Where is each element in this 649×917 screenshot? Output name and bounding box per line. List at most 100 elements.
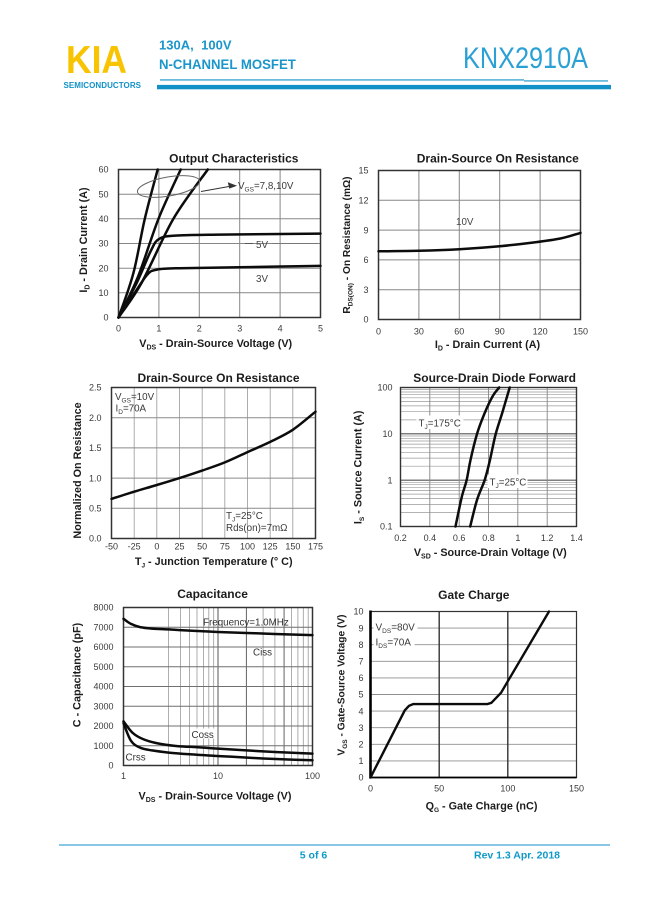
svg-text:75: 75 xyxy=(220,542,230,552)
svg-text:2: 2 xyxy=(358,740,363,750)
svg-text:150: 150 xyxy=(569,784,584,794)
svg-text:1.4: 1.4 xyxy=(570,533,583,543)
svg-text:QG - Gate Charge (nC): QG - Gate Charge (nC) xyxy=(426,801,538,815)
svg-text:N-CHANNEL MOSFET: N-CHANNEL MOSFET xyxy=(159,56,296,72)
svg-text:0: 0 xyxy=(363,315,368,325)
svg-text:2000: 2000 xyxy=(93,721,113,731)
svg-text:100: 100 xyxy=(377,383,392,393)
svg-text:9: 9 xyxy=(358,623,363,633)
svg-text:0: 0 xyxy=(368,784,373,794)
svg-text:TJ=25°C: TJ=25°C xyxy=(490,478,527,491)
svg-text:Coss: Coss xyxy=(192,730,214,741)
svg-text:1: 1 xyxy=(387,475,392,485)
svg-text:8: 8 xyxy=(358,640,363,650)
svg-text:5 of 6: 5 of 6 xyxy=(300,850,328,862)
svg-text:6: 6 xyxy=(363,255,368,265)
svg-text:0: 0 xyxy=(108,761,113,771)
svg-text:0.5: 0.5 xyxy=(89,504,102,514)
svg-text:4000: 4000 xyxy=(93,682,113,692)
svg-text:1.5: 1.5 xyxy=(89,443,102,453)
svg-text:2.0: 2.0 xyxy=(89,413,102,423)
svg-text:50: 50 xyxy=(197,542,207,552)
svg-text:40: 40 xyxy=(98,214,108,224)
svg-text:Ciss: Ciss xyxy=(253,648,272,659)
svg-text:6: 6 xyxy=(358,673,363,683)
svg-text:8000: 8000 xyxy=(93,603,113,613)
svg-text:2.5: 2.5 xyxy=(89,383,102,393)
svg-text:5: 5 xyxy=(318,324,323,334)
svg-text:5: 5 xyxy=(358,690,363,700)
svg-text:0.6: 0.6 xyxy=(453,533,466,543)
svg-text:15: 15 xyxy=(358,166,368,176)
svg-text:0: 0 xyxy=(103,313,108,323)
svg-text:12: 12 xyxy=(358,196,368,206)
svg-text:50: 50 xyxy=(98,189,108,199)
svg-text:KNX2910A: KNX2910A xyxy=(463,42,588,75)
svg-text:130A, 100V: 130A, 100V xyxy=(159,38,232,53)
svg-text:0.1: 0.1 xyxy=(380,522,393,532)
svg-text:0: 0 xyxy=(376,327,381,337)
svg-text:1.0: 1.0 xyxy=(89,473,102,483)
svg-text:9: 9 xyxy=(363,225,368,235)
svg-text:TJ=25°C: TJ=25°C xyxy=(226,511,263,524)
svg-text:KIA: KIA xyxy=(66,39,127,82)
svg-text:60: 60 xyxy=(98,165,108,175)
svg-text:SEMICONDUCTORS: SEMICONDUCTORS xyxy=(64,81,142,90)
svg-text:3: 3 xyxy=(237,324,242,334)
svg-text:4: 4 xyxy=(278,324,283,334)
svg-text:-50: -50 xyxy=(105,542,118,552)
svg-text:1: 1 xyxy=(358,756,363,766)
svg-text:Drain-Source On Resistance: Drain-Source On Resistance xyxy=(137,371,299,385)
svg-text:7000: 7000 xyxy=(93,622,113,632)
svg-text:IS - Source Current (A): IS - Source Current (A) xyxy=(353,410,367,524)
svg-text:TJ - Junction Temperature (° C: TJ - Junction Temperature (° C) xyxy=(135,556,293,570)
svg-text:0.0: 0.0 xyxy=(89,534,102,544)
svg-text:100: 100 xyxy=(305,771,320,781)
svg-text:0.2: 0.2 xyxy=(394,533,407,543)
svg-text:Rev 1.3 Apr. 2018: Rev 1.3 Apr. 2018 xyxy=(474,850,560,862)
svg-text:0.8: 0.8 xyxy=(482,533,495,543)
svg-text:10: 10 xyxy=(98,288,108,298)
svg-text:Rds(on)=7mΩ: Rds(on)=7mΩ xyxy=(226,523,288,534)
svg-text:25: 25 xyxy=(174,542,184,552)
svg-text:120: 120 xyxy=(533,327,548,337)
svg-text:1000: 1000 xyxy=(93,741,113,751)
svg-text:Source-Drain Diode Forward: Source-Drain Diode Forward xyxy=(413,371,576,385)
svg-text:Crss: Crss xyxy=(126,753,146,764)
svg-text:1: 1 xyxy=(121,771,126,781)
svg-text:10: 10 xyxy=(353,607,363,617)
svg-text:10: 10 xyxy=(213,771,223,781)
svg-text:Capacitance: Capacitance xyxy=(177,587,248,601)
svg-text:175: 175 xyxy=(308,542,323,552)
svg-text:30: 30 xyxy=(414,327,424,337)
svg-text:VGS - Gate-Source Voltage (V): VGS - Gate-Source Voltage (V) xyxy=(337,614,350,755)
svg-text:10V: 10V xyxy=(456,217,474,228)
svg-text:VDS - Drain-Source Voltage (V): VDS - Drain-Source Voltage (V) xyxy=(139,338,292,352)
svg-text:0: 0 xyxy=(358,773,363,783)
svg-text:-25: -25 xyxy=(128,542,141,552)
svg-text:150: 150 xyxy=(573,327,588,337)
svg-text:0: 0 xyxy=(154,542,159,552)
svg-text:0: 0 xyxy=(116,324,121,334)
svg-text:60: 60 xyxy=(454,327,464,337)
svg-text:0.4: 0.4 xyxy=(424,533,437,543)
svg-text:6000: 6000 xyxy=(93,642,113,652)
svg-text:3V: 3V xyxy=(256,274,268,285)
svg-text:50: 50 xyxy=(434,784,444,794)
svg-text:Normalized On Resistance: Normalized On Resistance xyxy=(72,402,84,538)
svg-text:VDS=80V: VDS=80V xyxy=(376,623,416,636)
svg-text:2: 2 xyxy=(197,324,202,334)
svg-text:5V: 5V xyxy=(256,240,268,251)
svg-text:3: 3 xyxy=(358,723,363,733)
svg-text:RDS(ON) - On Resistance (mΩ): RDS(ON) - On Resistance (mΩ) xyxy=(342,176,355,313)
svg-text:1: 1 xyxy=(156,324,161,334)
svg-text:Frequency=1.0MHz: Frequency=1.0MHz xyxy=(203,618,289,629)
svg-text:20: 20 xyxy=(98,263,108,273)
svg-text:ID=70A: ID=70A xyxy=(116,404,147,417)
svg-text:100: 100 xyxy=(240,542,255,552)
svg-text:3: 3 xyxy=(363,285,368,295)
svg-text:1.2: 1.2 xyxy=(541,533,554,543)
svg-text:7: 7 xyxy=(358,657,363,667)
svg-text:TJ=175°C: TJ=175°C xyxy=(419,419,461,432)
svg-text:30: 30 xyxy=(98,239,108,249)
